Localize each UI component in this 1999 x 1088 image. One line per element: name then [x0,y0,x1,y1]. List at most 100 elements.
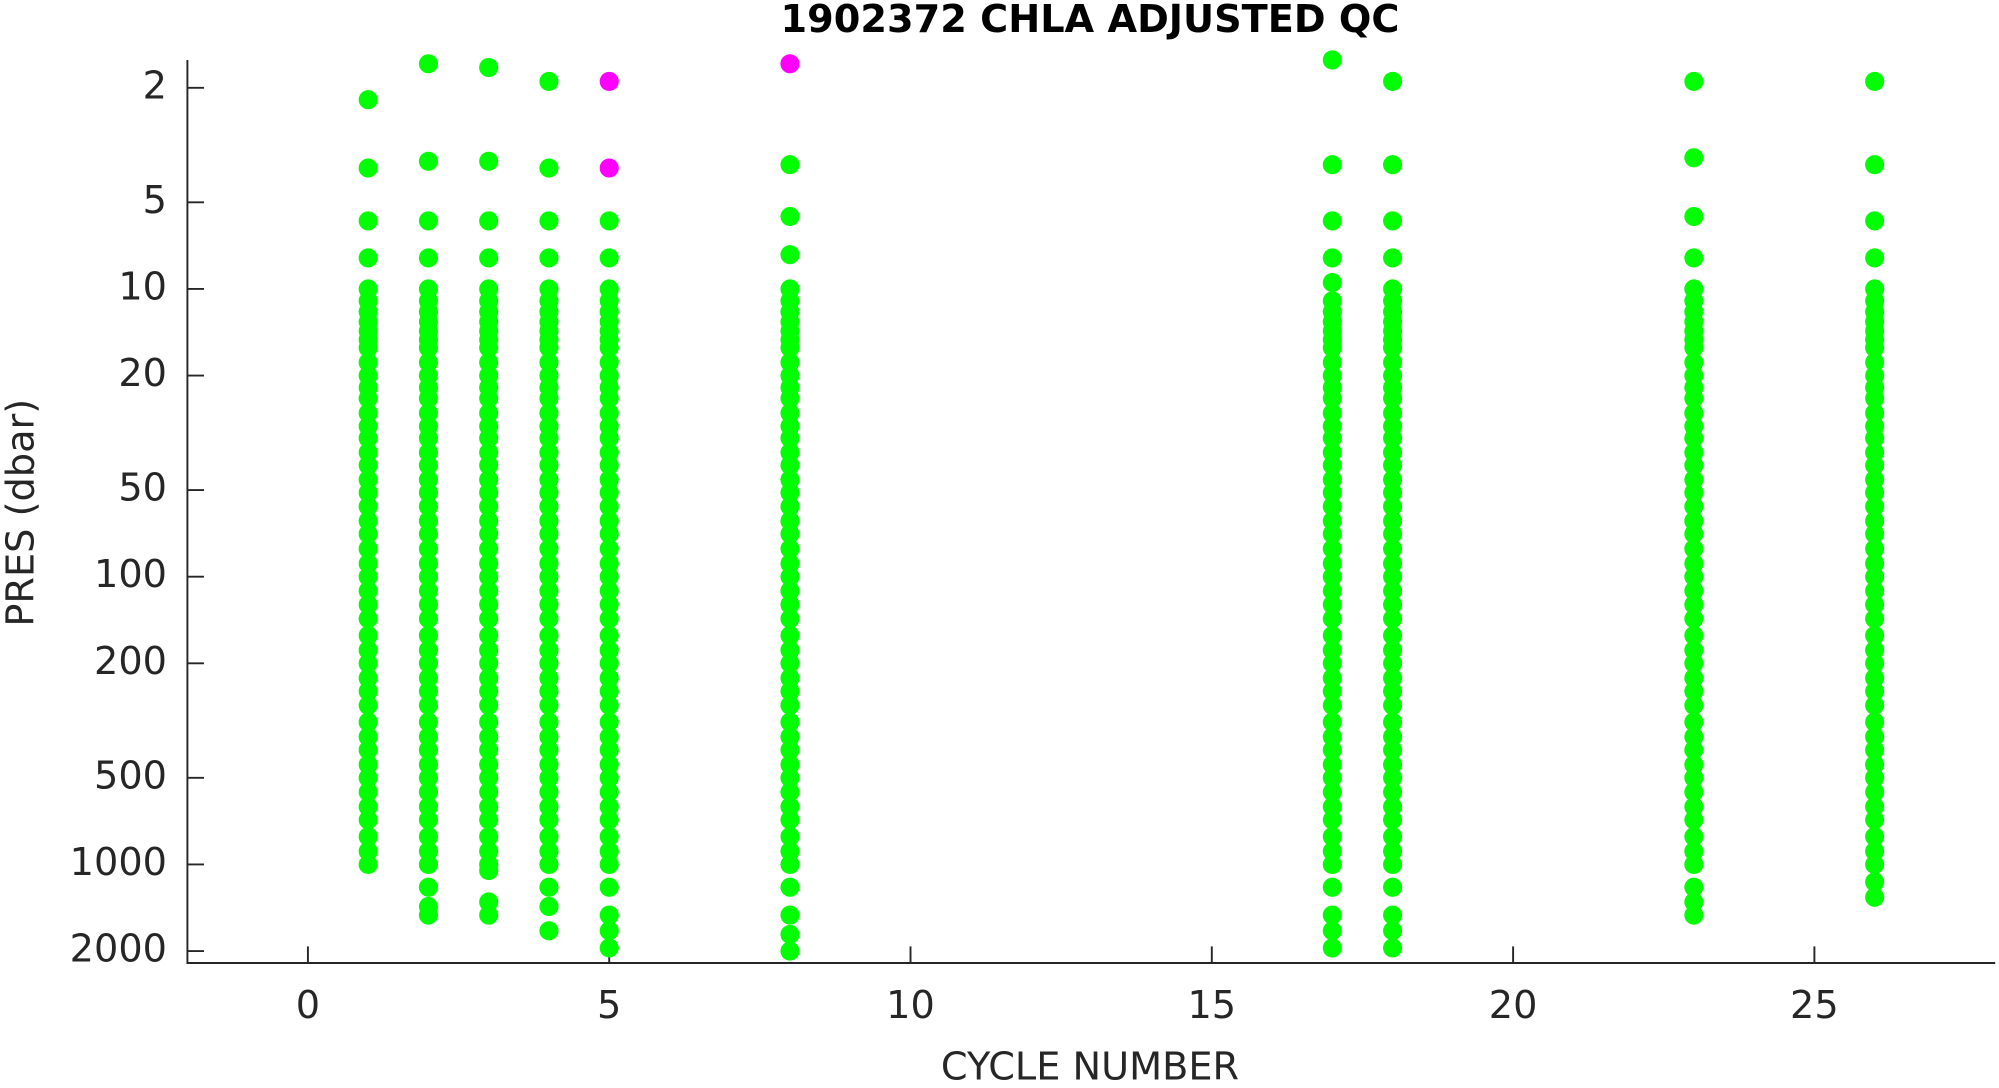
point [418,695,439,715]
point [780,782,800,802]
point [358,539,378,559]
point [599,782,619,802]
point [780,388,800,408]
point [1383,595,1403,615]
y-tick-label: 10 [118,264,167,309]
point [539,896,559,917]
point [1383,403,1403,423]
point [780,609,800,629]
point [599,338,619,358]
point [358,712,378,732]
point [1322,797,1342,817]
point [479,609,499,629]
point [1865,388,1885,408]
point [1322,681,1342,701]
point [599,428,619,448]
point [539,712,559,732]
point [1684,609,1704,629]
point [539,567,559,587]
point [358,428,378,448]
point [599,640,619,660]
point [479,524,499,544]
point [780,539,800,559]
point [418,653,439,673]
point [418,567,439,587]
point [780,352,800,372]
point [479,727,499,747]
point [599,827,619,847]
point [418,539,439,559]
point [1684,841,1704,861]
point [358,797,378,817]
point [539,496,559,517]
point [1322,755,1342,775]
point [358,755,378,775]
point [1865,827,1885,847]
point [780,524,800,544]
point [539,211,559,231]
point [1684,905,1704,925]
point [780,155,800,175]
point [539,609,559,629]
point [1684,403,1704,423]
point [1684,892,1704,912]
point [539,248,559,268]
point [1684,496,1704,517]
point [418,496,439,517]
point [599,797,619,817]
point [780,712,800,732]
point [1322,810,1342,830]
point [1865,403,1885,423]
axes [186,59,1996,964]
point [1865,854,1885,875]
point [780,567,800,587]
point [1684,797,1704,817]
point [1322,403,1342,423]
point [599,625,619,646]
point [418,841,439,861]
point [418,609,439,629]
point [418,797,439,817]
point [599,595,619,615]
point [479,567,499,587]
point [599,553,619,574]
point [599,483,619,503]
point [1865,581,1885,601]
point [1322,524,1342,544]
point [599,524,619,544]
point [1684,768,1704,788]
point [780,245,800,265]
point [479,483,499,503]
point [1865,211,1885,231]
point [1322,155,1342,175]
point [1322,50,1342,70]
point [418,338,439,358]
point [1865,797,1885,817]
point [599,403,619,423]
point [539,740,559,760]
point [358,854,378,875]
flagged-point [780,54,800,74]
point [539,158,559,178]
point [1865,483,1885,503]
point [479,625,499,646]
point [599,727,619,747]
point [479,740,499,760]
point [1383,524,1403,544]
point [780,854,800,875]
point [418,595,439,615]
point [1865,695,1885,715]
point [1383,553,1403,574]
point [1684,782,1704,802]
point [1865,872,1885,892]
point [1383,782,1403,802]
point [1383,755,1403,775]
point [1865,768,1885,788]
point [1684,388,1704,408]
point [358,681,378,701]
point [1865,712,1885,732]
point [479,810,499,830]
point [599,539,619,559]
y-tick-label: 2 [143,63,167,108]
